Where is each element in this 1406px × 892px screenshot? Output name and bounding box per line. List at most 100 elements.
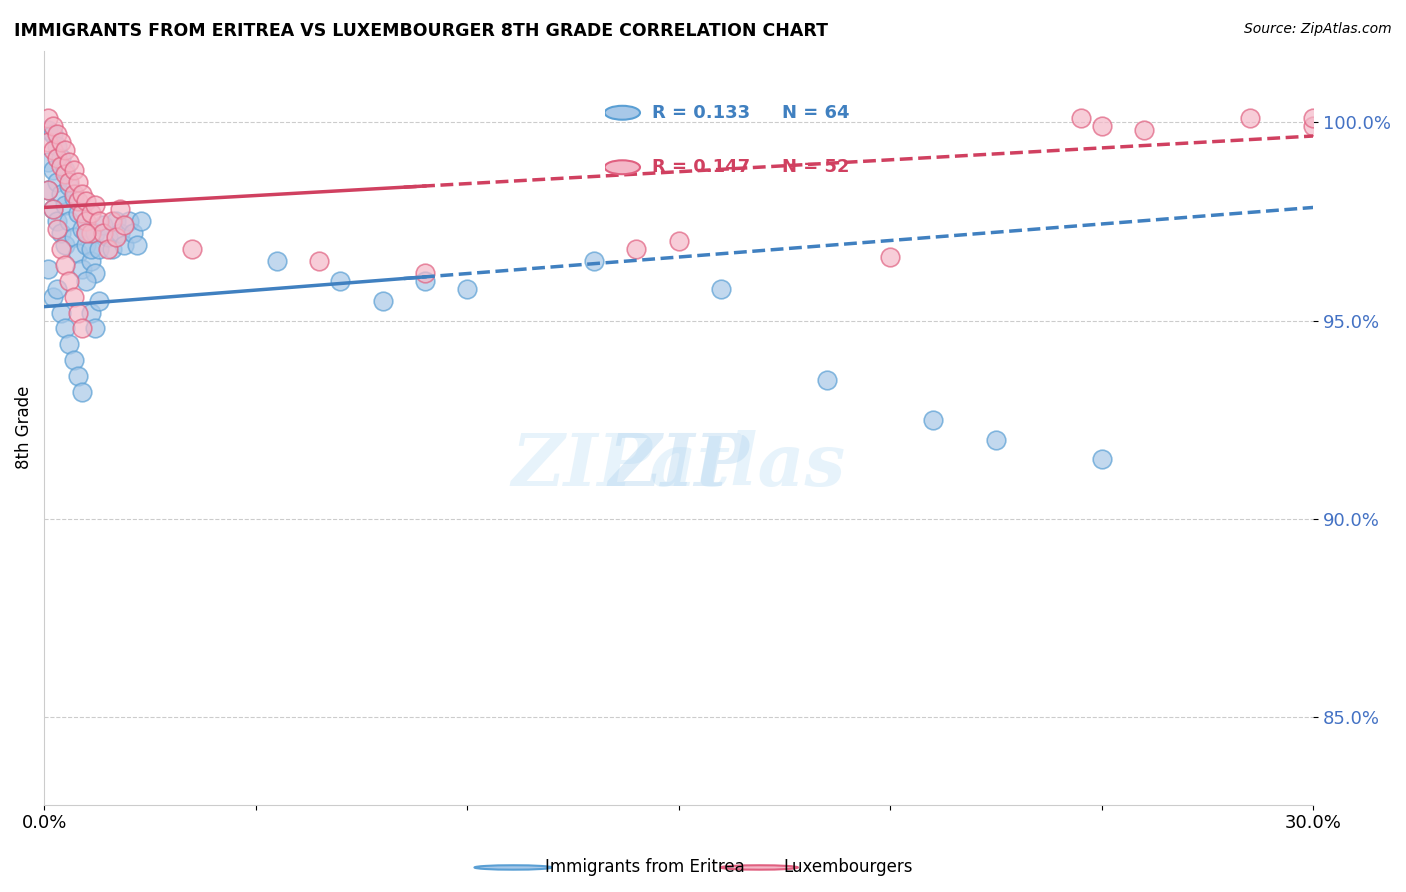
Point bbox=[114, 219, 136, 233]
Point bbox=[62, 190, 84, 204]
Point bbox=[181, 242, 204, 256]
Text: ZIP: ZIP bbox=[609, 430, 749, 501]
Circle shape bbox=[605, 106, 640, 120]
Point bbox=[583, 254, 606, 268]
Point bbox=[45, 127, 67, 141]
Point bbox=[114, 238, 136, 252]
Point bbox=[87, 293, 110, 308]
Point bbox=[105, 230, 128, 244]
Point bbox=[97, 242, 120, 256]
Point bbox=[1239, 111, 1261, 125]
Point bbox=[75, 238, 97, 252]
Point bbox=[41, 127, 63, 141]
Text: R = 0.147: R = 0.147 bbox=[652, 158, 749, 177]
Circle shape bbox=[475, 865, 551, 870]
Point bbox=[87, 242, 110, 256]
Point bbox=[41, 162, 63, 177]
Point bbox=[127, 238, 149, 252]
Point bbox=[45, 151, 67, 165]
Text: Luxembourgers: Luxembourgers bbox=[785, 858, 914, 877]
Point bbox=[1302, 119, 1324, 133]
Point bbox=[37, 123, 59, 137]
Point bbox=[49, 159, 72, 173]
Point bbox=[110, 226, 132, 240]
Point bbox=[266, 254, 288, 268]
Point bbox=[79, 305, 101, 319]
Point bbox=[668, 234, 690, 248]
Point bbox=[62, 290, 84, 304]
Point bbox=[66, 305, 89, 319]
Point bbox=[53, 258, 76, 272]
Point bbox=[53, 143, 76, 157]
Point bbox=[105, 214, 128, 228]
Point bbox=[75, 194, 97, 209]
Point bbox=[41, 290, 63, 304]
Text: ZIPatlas: ZIPatlas bbox=[512, 430, 846, 501]
Point bbox=[41, 202, 63, 217]
Point bbox=[41, 202, 63, 217]
Point bbox=[70, 186, 93, 201]
Point bbox=[53, 238, 76, 252]
Point bbox=[45, 139, 67, 153]
Point bbox=[70, 321, 93, 335]
Point bbox=[70, 262, 93, 277]
Point bbox=[45, 214, 67, 228]
Point bbox=[53, 167, 76, 181]
Point bbox=[41, 143, 63, 157]
Point bbox=[53, 162, 76, 177]
Point bbox=[37, 154, 59, 169]
Point bbox=[75, 226, 97, 240]
Point bbox=[45, 222, 67, 236]
Point bbox=[58, 274, 80, 288]
Point bbox=[58, 178, 80, 193]
Point bbox=[62, 353, 84, 368]
Point bbox=[118, 214, 141, 228]
Point bbox=[83, 266, 105, 280]
Point bbox=[37, 183, 59, 197]
Point bbox=[879, 250, 901, 264]
Point bbox=[37, 135, 59, 149]
Point bbox=[710, 282, 733, 296]
Point bbox=[37, 183, 59, 197]
Point bbox=[66, 206, 89, 220]
Point bbox=[53, 198, 76, 212]
Circle shape bbox=[605, 161, 640, 174]
Point bbox=[62, 186, 84, 201]
Point bbox=[626, 242, 648, 256]
Point bbox=[49, 186, 72, 201]
Point bbox=[83, 198, 105, 212]
Point bbox=[921, 413, 943, 427]
Point bbox=[45, 282, 67, 296]
Point bbox=[456, 282, 478, 296]
Point bbox=[66, 369, 89, 384]
Point bbox=[1070, 111, 1092, 125]
Point bbox=[1133, 123, 1156, 137]
Point bbox=[75, 274, 97, 288]
Point bbox=[413, 274, 436, 288]
Point bbox=[101, 242, 124, 256]
Point bbox=[49, 305, 72, 319]
Point bbox=[79, 226, 101, 240]
Point bbox=[79, 254, 101, 268]
Point bbox=[329, 274, 352, 288]
Circle shape bbox=[721, 865, 799, 870]
Point bbox=[79, 206, 101, 220]
Point bbox=[49, 135, 72, 149]
Point bbox=[91, 226, 114, 240]
Text: Source: ZipAtlas.com: Source: ZipAtlas.com bbox=[1244, 22, 1392, 37]
Point bbox=[58, 154, 80, 169]
Text: N = 64: N = 64 bbox=[782, 103, 849, 121]
Point bbox=[53, 321, 76, 335]
Point bbox=[41, 119, 63, 133]
Point bbox=[97, 230, 120, 244]
Text: R = 0.133: R = 0.133 bbox=[652, 103, 749, 121]
Point bbox=[58, 214, 80, 228]
Point bbox=[122, 226, 145, 240]
Point bbox=[308, 254, 330, 268]
Point bbox=[1091, 119, 1114, 133]
Point bbox=[58, 337, 80, 351]
Point bbox=[75, 226, 97, 240]
Point bbox=[45, 175, 67, 189]
Point bbox=[49, 242, 72, 256]
Point bbox=[815, 373, 838, 387]
